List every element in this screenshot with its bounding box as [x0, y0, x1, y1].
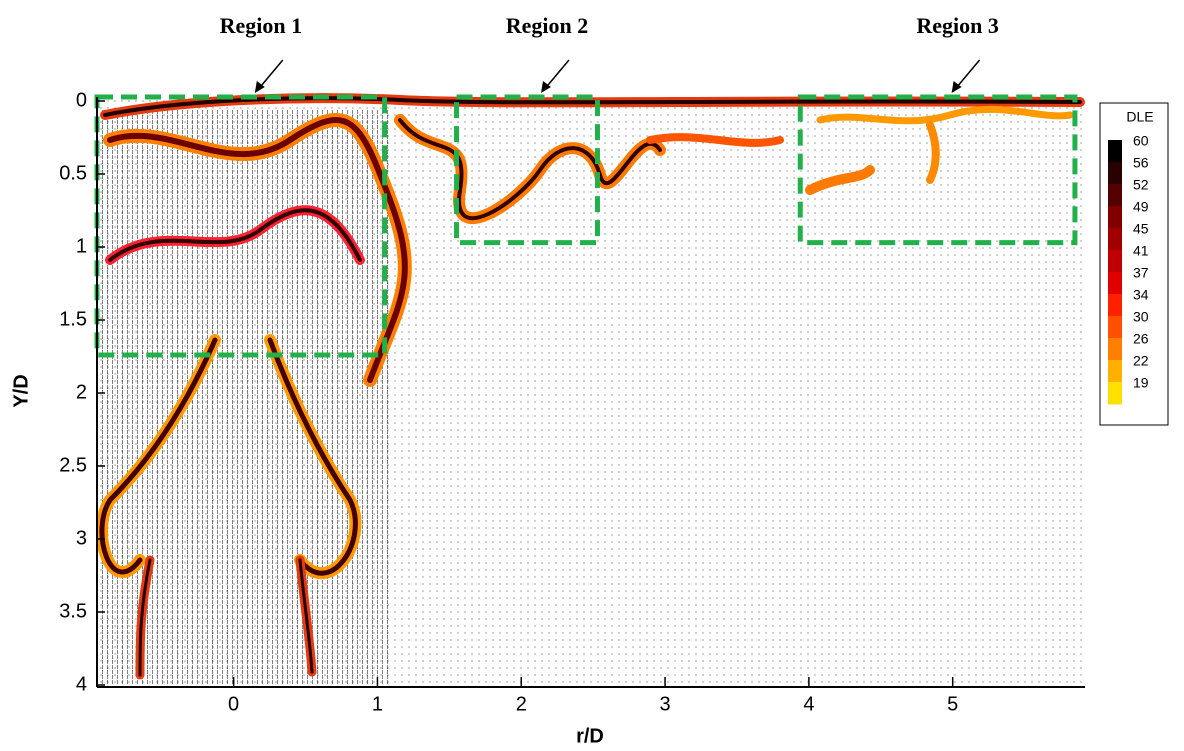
y-axis-label: Y/D [10, 374, 32, 407]
colorbar-swatch [1108, 360, 1122, 383]
y-tick-label: 3 [76, 527, 87, 549]
colorbar-swatch [1108, 140, 1122, 163]
colorbar-label: 19 [1133, 375, 1149, 391]
colorbar-label: 45 [1133, 221, 1149, 237]
y-tick-label: 4 [76, 673, 87, 695]
region-arrowhead [951, 81, 962, 93]
x-tick-label: 4 [803, 693, 814, 715]
colorbar-swatch [1108, 382, 1122, 405]
colorbar-swatch [1108, 272, 1122, 295]
colorbar-swatch [1108, 338, 1122, 361]
vector-field [97, 97, 1085, 687]
x-tick-label: 0 [228, 693, 239, 715]
colorbar-label: 52 [1133, 177, 1149, 193]
colorbar-swatch [1108, 316, 1122, 339]
region-box [797, 94, 1078, 246]
region-arrowhead [541, 81, 552, 93]
y-tick-label: 3.5 [59, 600, 87, 622]
colorbar-label: 56 [1133, 155, 1149, 171]
colorbar-swatch [1108, 162, 1122, 185]
colorbar-swatch [1108, 294, 1122, 317]
colorbar-title: DLE [1126, 109, 1153, 125]
colorbar-label: 60 [1133, 133, 1149, 149]
colorbar-label: 34 [1133, 287, 1149, 303]
colorbar-label: 41 [1133, 243, 1149, 259]
colorbar-swatch [1108, 228, 1122, 251]
x-tick-label: 3 [660, 693, 671, 715]
x-tick-label: 1 [372, 693, 383, 715]
colorbar-swatch [1108, 184, 1122, 207]
region-label: Region 2 [506, 13, 589, 38]
colorbar-label: 30 [1133, 309, 1149, 325]
y-tick-label: 1 [76, 235, 87, 257]
x-tick-label: 5 [947, 693, 958, 715]
x-tick-label: 2 [516, 693, 527, 715]
y-tick-label: 0.5 [59, 162, 87, 184]
colorbar-swatch [1108, 206, 1122, 229]
axes: 0 1 2 3 4 5 0 0.5 1 1.5 2 2.5 3 3.5 4 [59, 89, 1085, 715]
colorbar: DLE 60 56 52 49 45 41 37 34 30 26 22 19 [1099, 102, 1169, 426]
colorbar-label: 37 [1133, 265, 1149, 281]
region-arrowhead [254, 81, 265, 93]
region-label: Region 1 [220, 13, 303, 38]
colorbar-label: 26 [1133, 331, 1149, 347]
colorbar-swatch [1108, 250, 1122, 273]
x-axis-label: r/D [576, 725, 604, 747]
colorbar-label: 22 [1133, 353, 1149, 369]
colorbar-label: 49 [1133, 199, 1149, 215]
y-tick-label: 2.5 [59, 454, 87, 476]
y-tick-label: 0 [76, 89, 87, 111]
y-tick-label: 2 [76, 381, 87, 403]
region-label: Region 3 [916, 13, 999, 38]
vorticity-field [96, 93, 1085, 680]
y-tick-label: 1.5 [59, 308, 87, 330]
